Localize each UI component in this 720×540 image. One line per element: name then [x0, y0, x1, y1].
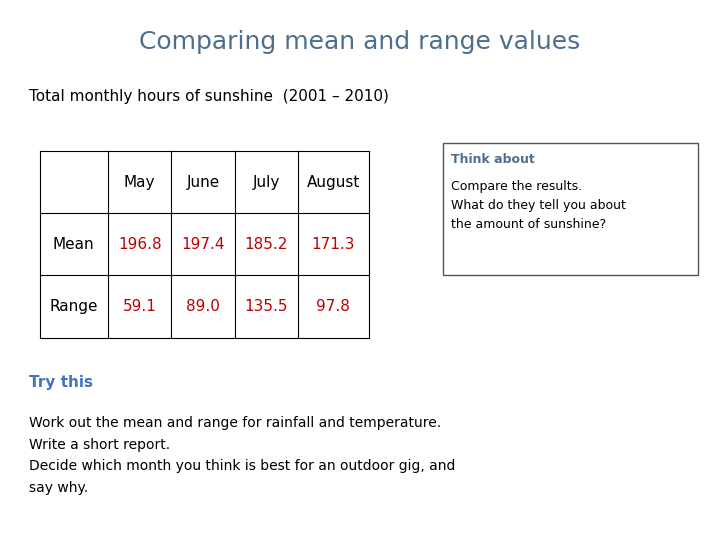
Text: 97.8: 97.8 — [316, 299, 351, 314]
Text: 135.5: 135.5 — [245, 299, 288, 314]
Text: Mean: Mean — [53, 237, 94, 252]
Text: 89.0: 89.0 — [186, 299, 220, 314]
Text: 185.2: 185.2 — [245, 237, 288, 252]
Text: 59.1: 59.1 — [122, 299, 157, 314]
Text: Work out the mean and range for rainfall and temperature.
Write a short report.
: Work out the mean and range for rainfall… — [29, 416, 455, 495]
Text: August: August — [307, 175, 360, 190]
Text: Think about: Think about — [451, 153, 535, 166]
Text: July: July — [253, 175, 280, 190]
Text: Comparing mean and range values: Comparing mean and range values — [140, 30, 580, 53]
Text: Range: Range — [50, 299, 98, 314]
Text: May: May — [124, 175, 156, 190]
Text: Compare the results.
What do they tell you about
the amount of sunshine?: Compare the results. What do they tell y… — [451, 180, 626, 231]
Text: June: June — [186, 175, 220, 190]
Text: Total monthly hours of sunshine  (2001 – 2010): Total monthly hours of sunshine (2001 – … — [29, 89, 389, 104]
Text: 171.3: 171.3 — [312, 237, 355, 252]
Text: Try this: Try this — [29, 375, 93, 390]
Text: 197.4: 197.4 — [181, 237, 225, 252]
FancyBboxPatch shape — [443, 143, 698, 275]
Text: 196.8: 196.8 — [118, 237, 161, 252]
